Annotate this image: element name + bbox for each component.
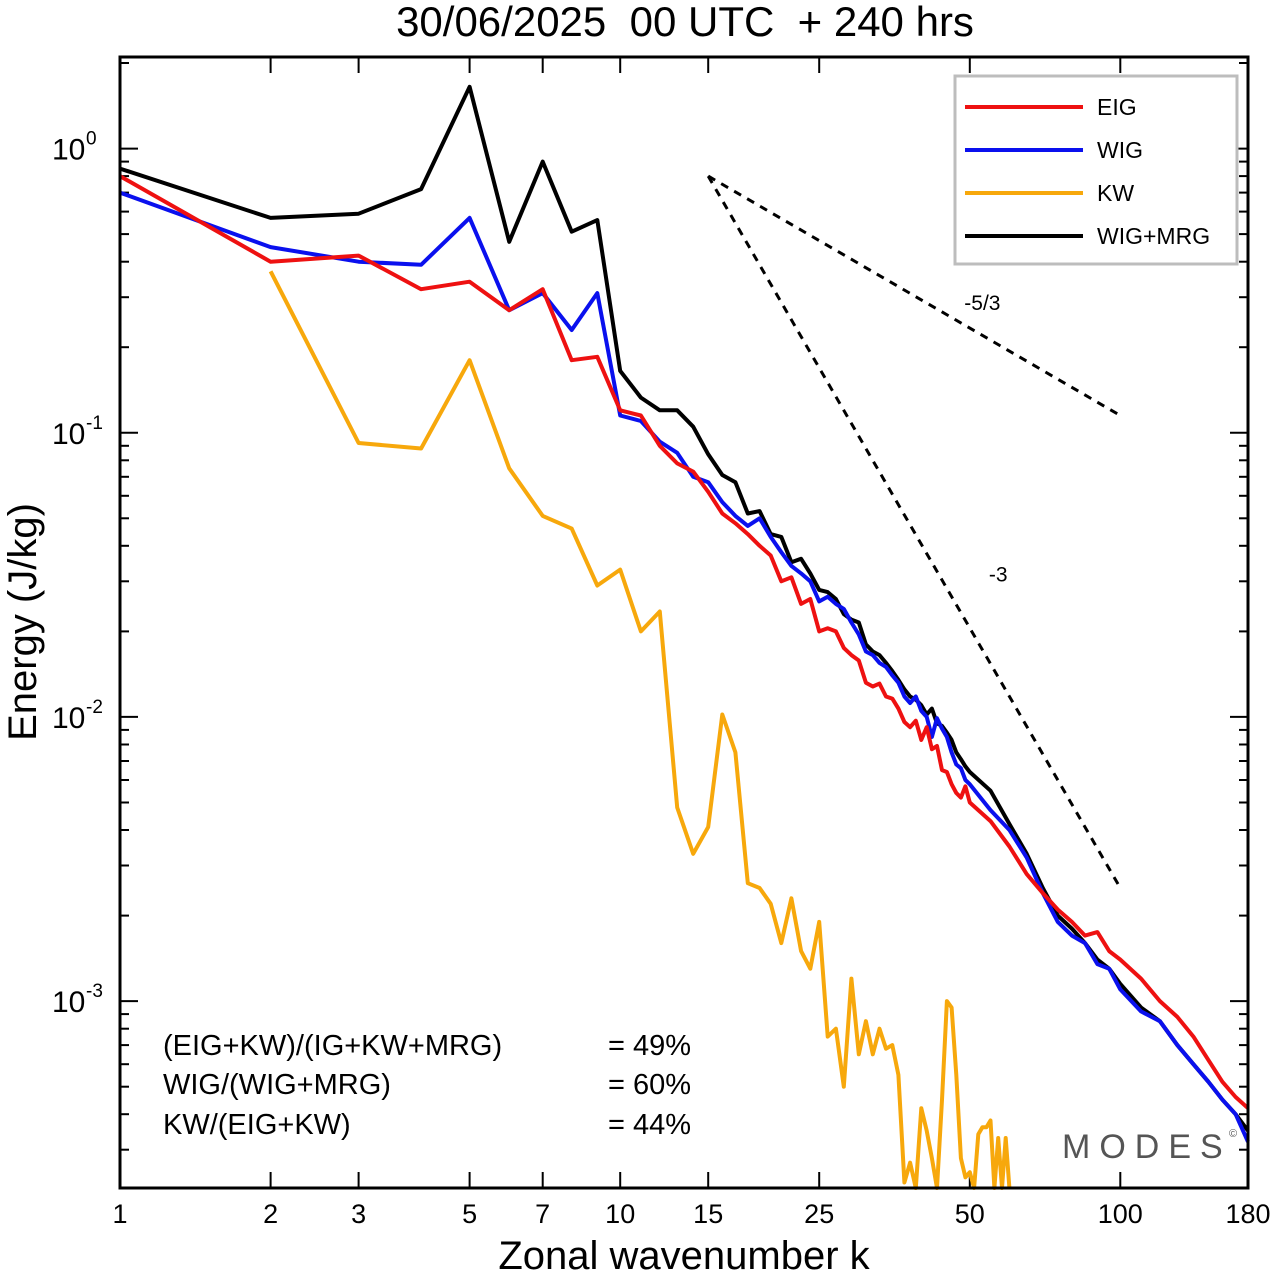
y-tick-label: 10 bbox=[52, 134, 85, 167]
x-tick-label: 100 bbox=[1098, 1199, 1143, 1229]
chart-title: 30/06/2025 00 UTC + 240 hrs bbox=[396, 0, 974, 45]
copyright-mark: © bbox=[1229, 1128, 1237, 1140]
series-line-wig bbox=[119, 190, 1250, 1143]
slope-label-1: -3 bbox=[989, 563, 1008, 586]
x-tick-labels: 1 2 3 5 7 10 15 25 50 100 180 bbox=[112, 1199, 1270, 1229]
x-tick-label: 180 bbox=[1225, 1199, 1270, 1229]
x-tick-label: 10 bbox=[605, 1199, 635, 1229]
x-tick-label: 1 bbox=[112, 1199, 127, 1229]
slope-label-0: -5/3 bbox=[964, 292, 1000, 315]
ratio-value-eig-kw: = 49% bbox=[608, 1030, 691, 1062]
x-tick-label: 15 bbox=[693, 1199, 723, 1229]
y-tick-exponent: -3 bbox=[86, 981, 103, 1002]
series-layer bbox=[119, 84, 1250, 1190]
x-tick-label: 2 bbox=[263, 1199, 278, 1229]
slope-line-0 bbox=[707, 174, 1122, 417]
slope-line-1 bbox=[706, 175, 1122, 889]
legend-label: KW bbox=[1097, 180, 1134, 206]
y-tick-exponent: 0 bbox=[86, 129, 97, 150]
series-line-kw bbox=[268, 270, 1012, 1190]
ratio-label-eig-kw: (EIG+KW)/(IG+KW+MRG) bbox=[163, 1030, 502, 1062]
x-tick-label: 50 bbox=[955, 1199, 985, 1229]
ratio-label-wig-mrg: WIG/(WIG+MRG) bbox=[163, 1069, 391, 1101]
ratio-label-kw-eig: KW/(EIG+KW) bbox=[163, 1109, 351, 1141]
y-axis-label: Energy (J/kg) bbox=[1, 503, 45, 741]
x-tick-label: 3 bbox=[351, 1199, 366, 1229]
y-tick-label: 10 bbox=[52, 702, 85, 735]
legend-label: WIG bbox=[1097, 137, 1143, 163]
y-tick-label: 10 bbox=[52, 986, 85, 1019]
x-tick-label: 7 bbox=[535, 1199, 550, 1229]
modes-logo: MODES bbox=[1062, 1128, 1232, 1166]
legend-label: EIG bbox=[1097, 94, 1137, 120]
y-tick-exponent: -2 bbox=[86, 697, 103, 718]
x-axis-label: Zonal wavenumber k bbox=[498, 1234, 870, 1278]
ratio-value-wig-mrg: = 60% bbox=[608, 1069, 691, 1101]
y-tick-label: 10 bbox=[52, 418, 85, 451]
x-tick-label: 25 bbox=[804, 1199, 834, 1229]
legend: EIG WIG KW WIG+MRG bbox=[953, 74, 1239, 266]
ratio-annotations: (EIG+KW)/(IG+KW+MRG) = 49% WIG/(WIG+MRG)… bbox=[163, 1030, 691, 1141]
plot-frame bbox=[118, 55, 1250, 1190]
slope-reference-lines: -5/3 -3 bbox=[706, 174, 1122, 889]
series-line-eig bbox=[119, 174, 1250, 1110]
ratio-value-kw-eig: = 44% bbox=[608, 1109, 691, 1141]
y-tick-exponent: -1 bbox=[86, 413, 103, 434]
x-tick-label: 5 bbox=[462, 1199, 477, 1229]
legend-label: WIG+MRG bbox=[1097, 223, 1210, 249]
